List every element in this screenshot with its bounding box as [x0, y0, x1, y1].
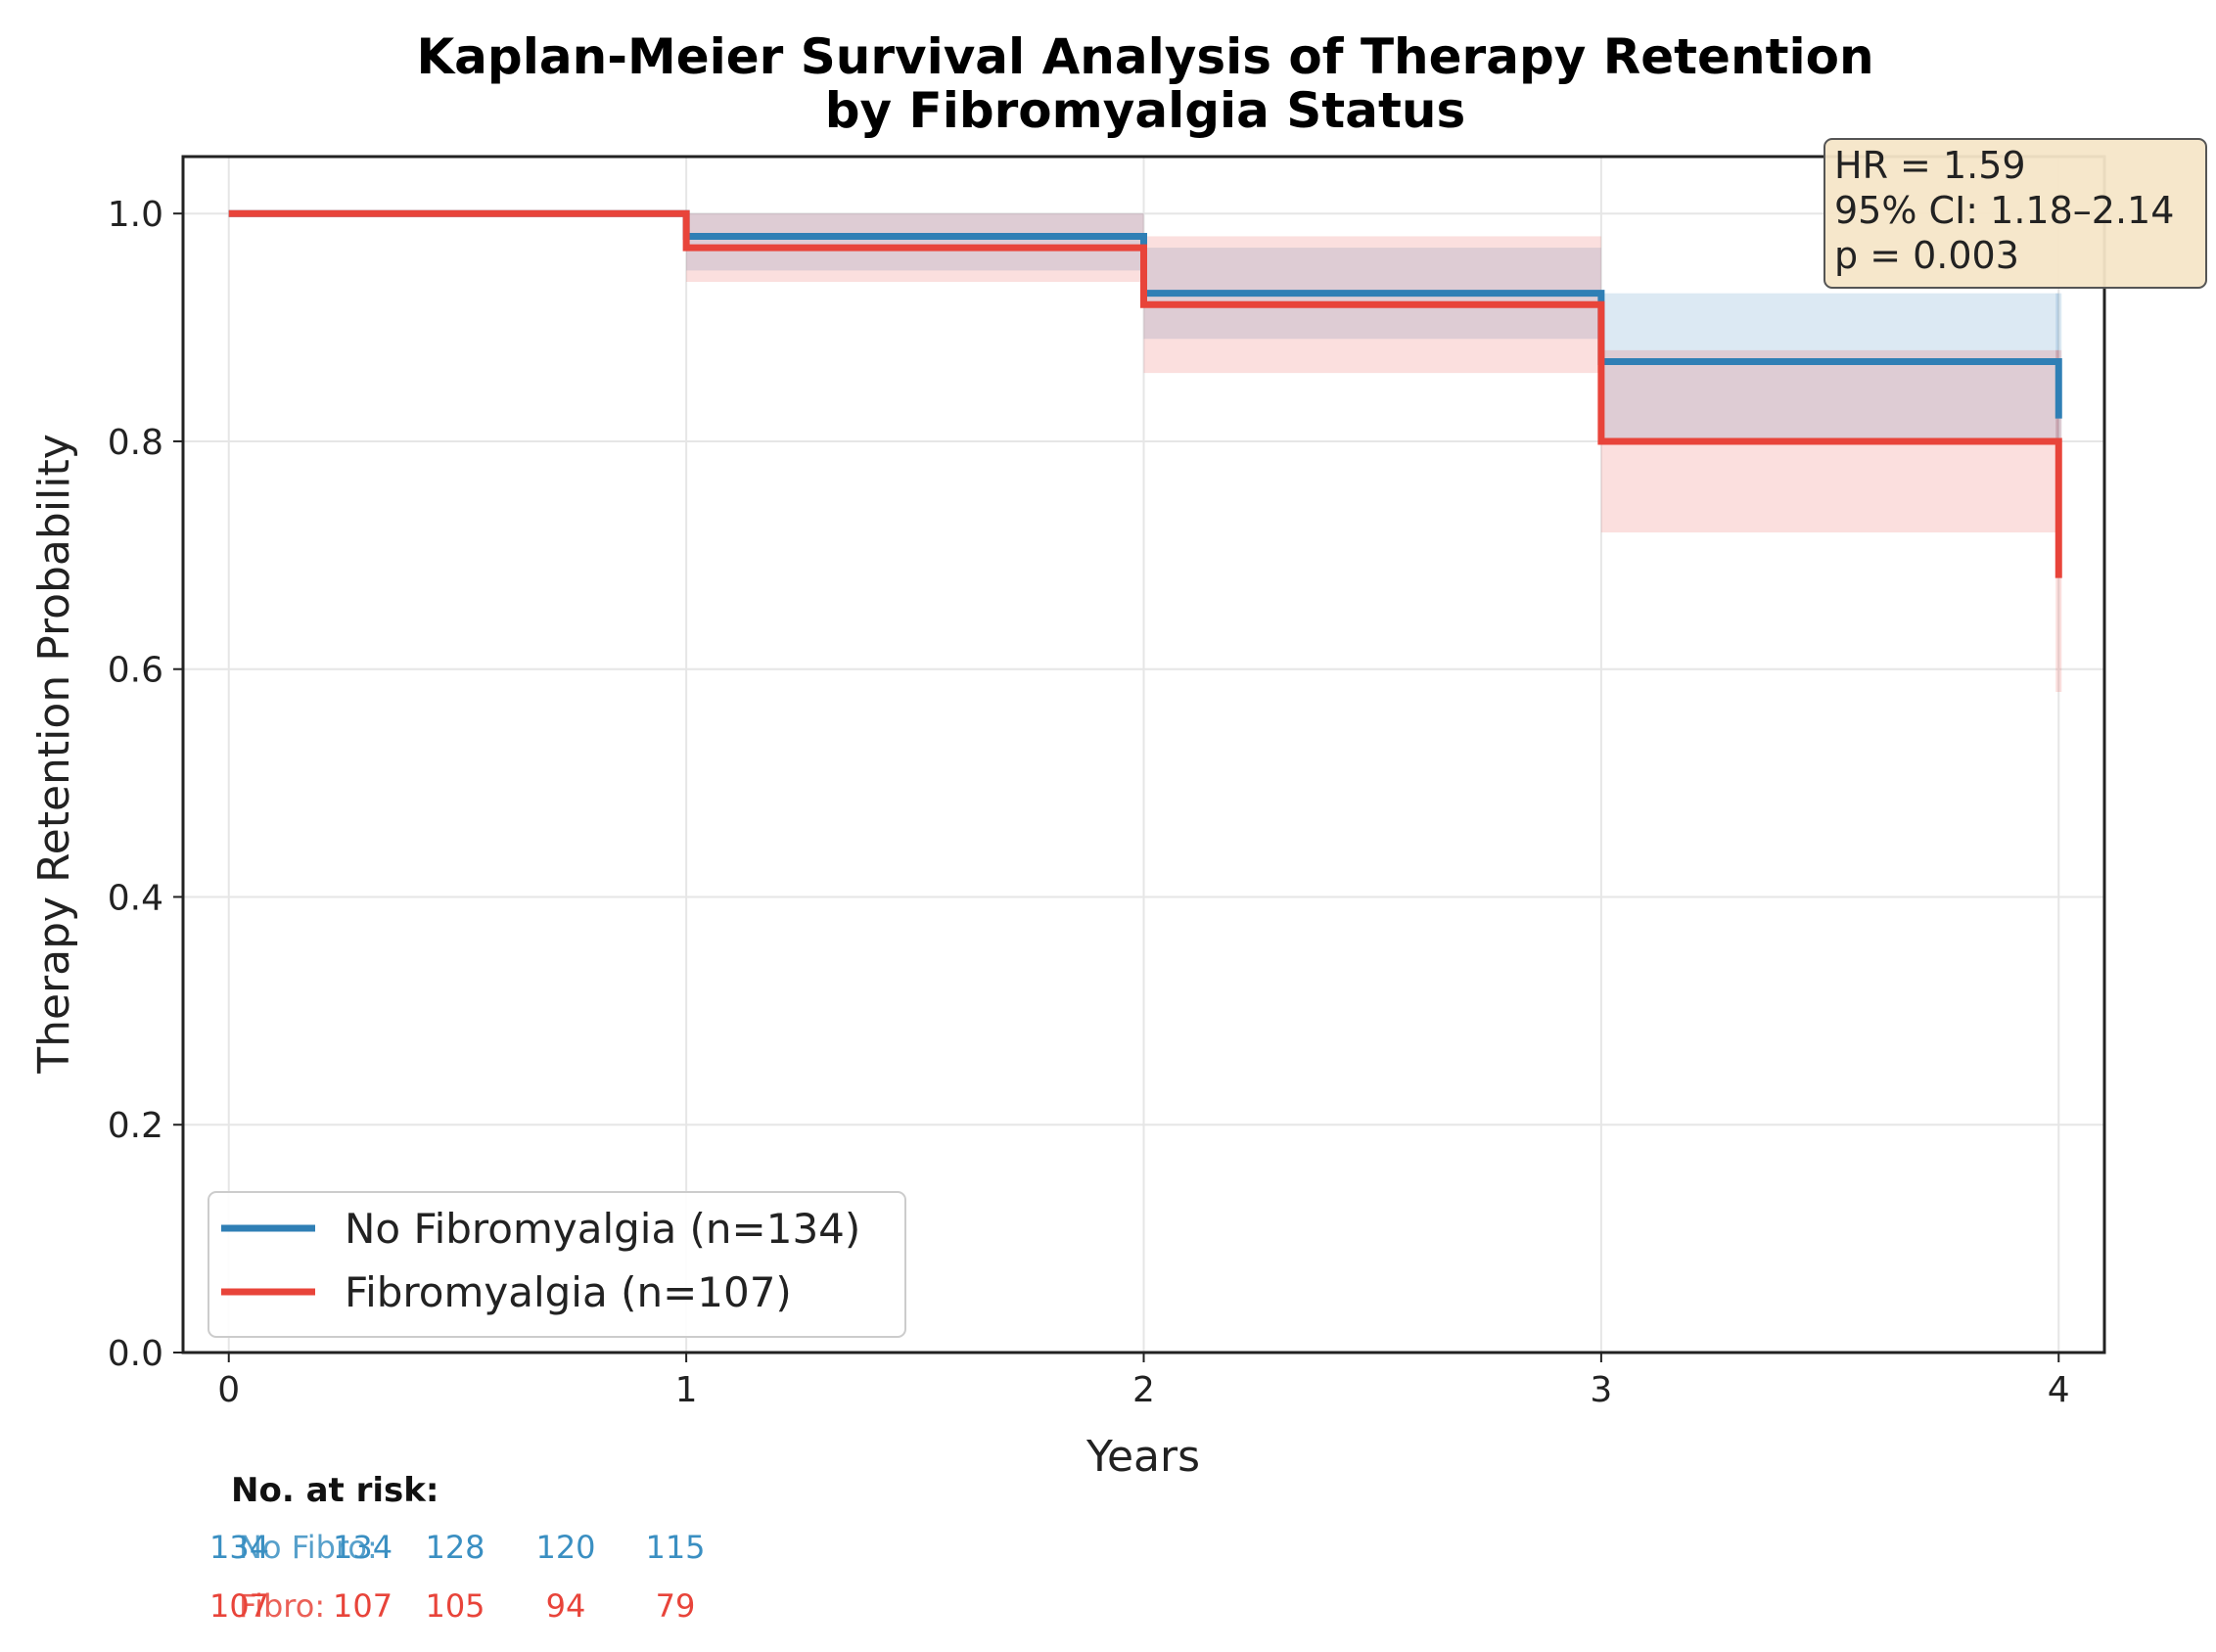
y-tick-label-4: 0.8	[108, 423, 163, 463]
risk-row-0-value-3: 115	[645, 1529, 705, 1566]
x-tick-label-3: 3	[1590, 1370, 1612, 1410]
y-tick-label-2: 0.4	[108, 878, 163, 918]
y-tick-label-3: 0.6	[108, 651, 163, 691]
y-tick-label-1: 0.2	[108, 1106, 163, 1146]
legend-label-fibromyalgia: Fibromyalgia (n=107)	[345, 1268, 792, 1316]
risk-row-0-value-2: 120	[535, 1529, 595, 1566]
chart-title-line2: by Fibromyalgia Status	[825, 82, 1465, 139]
y-axis-ticks: 0.0 0.2 0.4 0.6 0.8 1.0	[108, 195, 183, 1374]
risk-row-0-value-1: 128	[425, 1529, 485, 1566]
risk-table-title: No. at risk:	[231, 1471, 439, 1510]
stats-annotation: HR = 1.59 95% CI: 1.18–2.14 p = 0.003	[1824, 138, 2207, 289]
risk-row-0-label: No Fibro:	[239, 1529, 378, 1566]
ci-band-series-0-segment-3	[1600, 293, 2059, 441]
survival-curve-series-1	[228, 209, 2062, 578]
x-axis-label: Years	[1085, 1432, 1200, 1482]
y-axis-label: Therapy Retention Probability	[29, 434, 79, 1075]
y-tick-label-5: 1.0	[108, 195, 163, 235]
risk-row-1-value-2: 94	[546, 1587, 586, 1625]
risk-row-0-overlap-count: 134	[209, 1529, 269, 1566]
risk-row-1-value-1: 105	[425, 1587, 485, 1625]
x-tick-label-0: 0	[217, 1370, 240, 1410]
ci-band-series-0-segment-1	[686, 213, 1144, 271]
legend-box	[208, 1191, 906, 1338]
risk-row-1-overlap-count: 107	[209, 1587, 269, 1625]
risk-row-1-value-0: 107	[333, 1587, 392, 1625]
x-axis-ticks: 0 1 2 3 4	[217, 1353, 2070, 1410]
hazard-ratio-text: HR = 1.59	[1834, 144, 2026, 187]
x-tick-label-1: 1	[675, 1370, 698, 1410]
chart-title-line1: Kaplan-Meier Survival Analysis of Therap…	[416, 28, 1873, 85]
confidence-interval-text: 95% CI: 1.18–2.14	[1834, 189, 2174, 232]
x-tick-label-4: 4	[2048, 1370, 2070, 1410]
y-tick-label-0: 0.0	[108, 1334, 163, 1374]
survival-curves	[228, 209, 2062, 578]
p-value-text: p = 0.003	[1834, 234, 2019, 277]
legend: No Fibromyalgia (n=134) Fibromyalgia (n=…	[208, 1191, 906, 1338]
x-tick-label-2: 2	[1132, 1370, 1155, 1410]
risk-row-1-value-3: 79	[656, 1587, 696, 1625]
stats-box	[1824, 138, 2207, 289]
risk-row-0-value-0: 134	[333, 1529, 392, 1566]
risk-row-1-label: Fibro:	[239, 1587, 325, 1625]
legend-label-no-fibromyalgia: No Fibromyalgia (n=134)	[345, 1205, 860, 1253]
